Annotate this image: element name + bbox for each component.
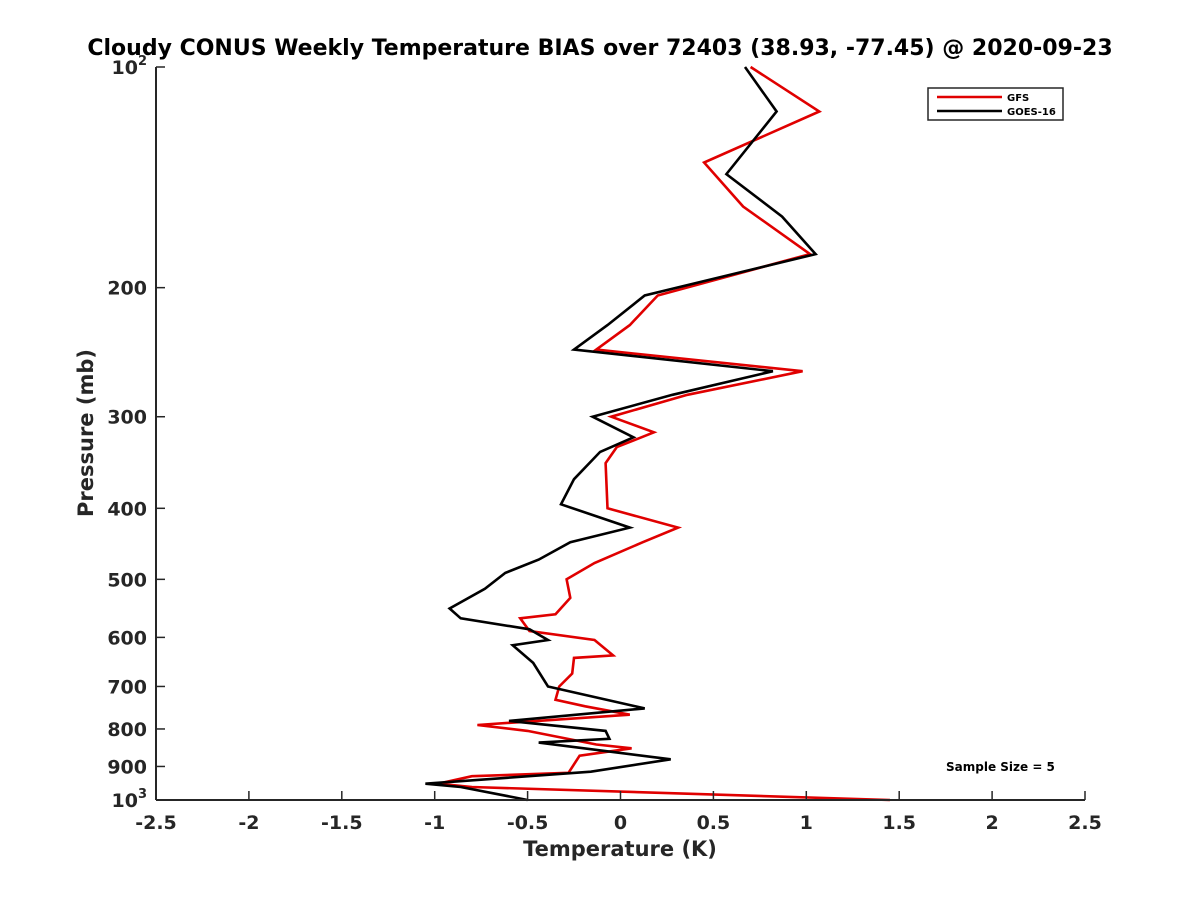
x-axis-ticks: -2.5 -2 -1.5 -1 -0.5 0 0.5 1 1.5 2 2.5 <box>135 791 1102 834</box>
y-tick-label-base: 600 <box>107 627 147 649</box>
series-line-goes-16 <box>425 66 819 802</box>
y-tick-label: 102 <box>112 54 148 79</box>
x-tick-label: -1.5 <box>321 812 363 834</box>
y-tick-label-base: 800 <box>107 719 147 741</box>
sample-size-annotation: Sample Size = 5 <box>946 760 1055 774</box>
y-tick-label: 900 <box>107 756 147 778</box>
y-tick-label-base: 700 <box>107 676 147 698</box>
legend-box <box>927 87 1064 121</box>
y-tick-label-base: 400 <box>107 498 147 520</box>
y-tick-label: 700 <box>107 676 147 698</box>
y-tick-label: 200 <box>107 278 147 300</box>
x-axis-label: Temperature (K) <box>523 837 717 861</box>
y-tick-label: 600 <box>107 627 147 649</box>
y-tick-label-base: 500 <box>107 569 147 591</box>
y-tick-label-base: 200 <box>107 278 147 300</box>
y-tick-label: 300 <box>107 407 147 429</box>
y-tick-label-base: 300 <box>107 407 147 429</box>
y-tick-label-exponent: 3 <box>138 787 147 802</box>
legend-label: GFS <box>1007 93 1029 104</box>
y-axis-label: Pressure (mb) <box>74 349 98 517</box>
x-tick-label: 2.5 <box>1068 812 1102 834</box>
legend-label: GOES-16 <box>1007 107 1056 118</box>
y-tick-label: 500 <box>107 569 147 591</box>
x-tick-label: -2 <box>238 812 259 834</box>
y-tick-label-base: 10 <box>112 57 138 79</box>
x-tick-label: -1 <box>424 812 445 834</box>
series-layer <box>425 65 890 802</box>
y-tick-label: 103 <box>112 787 148 812</box>
y-tick-label: 800 <box>107 719 147 741</box>
legend: GFS GOES-16 <box>927 87 1064 121</box>
x-tick-label: -0.5 <box>507 812 549 834</box>
y-tick-label-exponent: 2 <box>138 54 147 69</box>
x-tick-label: 0 <box>614 812 627 834</box>
plot-area <box>156 67 1085 800</box>
chart-title: Cloudy CONUS Weekly Temperature BIAS ove… <box>87 36 1112 61</box>
series-line-gfs <box>438 65 890 802</box>
x-tick-label: 2 <box>985 812 998 834</box>
x-tick-label: 1 <box>800 812 813 834</box>
x-tick-label: -2.5 <box>135 812 177 834</box>
y-tick-label-base: 10 <box>112 790 138 812</box>
x-tick-label: 1.5 <box>882 812 916 834</box>
y-tick-label: 400 <box>107 498 147 520</box>
x-tick-label: 0.5 <box>697 812 731 834</box>
y-tick-label-base: 900 <box>107 756 147 778</box>
